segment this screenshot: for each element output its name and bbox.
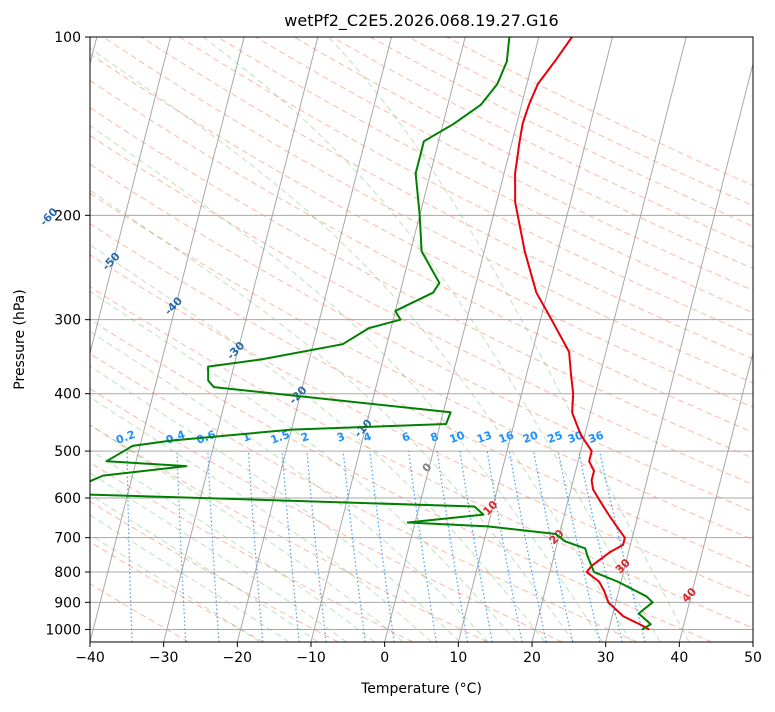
isotherm-gridline xyxy=(531,37,687,642)
x-tick-label: 0 xyxy=(380,650,389,666)
mixing-ratio-labels: 0.2 0.4 0.6 1 1.5 2 3 4 6 8 10 13 16 20 25 30 36 xyxy=(114,428,606,447)
chart-title: wetPf2_C2E5.2026.068.19.27.G16 xyxy=(284,11,558,31)
isotherm-gridline xyxy=(236,37,392,642)
temperature-line xyxy=(514,37,650,631)
dry-adiabat xyxy=(90,353,638,642)
mixing-ratio-label: 8 xyxy=(429,430,441,445)
y-tick-label: 1000 xyxy=(45,622,81,638)
y-axis-ticks: 100 200 300 400 500 600 700 800 900 1000 xyxy=(45,30,90,638)
mixing-ratio-label: 3 xyxy=(335,430,347,445)
dry-adiabat xyxy=(90,424,488,642)
x-tick-label: −40 xyxy=(75,650,105,666)
mixing-ratio-lines xyxy=(126,450,646,642)
dry-adiabat xyxy=(90,134,753,486)
dewpoint-line xyxy=(90,37,654,631)
mixing-ratio-line xyxy=(369,451,395,642)
dry-adiabat xyxy=(90,319,712,642)
mixing-ratio-line xyxy=(508,450,547,642)
dry-adiabat xyxy=(102,37,753,384)
y-tick-label: 800 xyxy=(54,565,81,581)
mixing-ratio-label: 0.2 xyxy=(114,428,137,447)
background-lines xyxy=(90,37,753,642)
dry-adiabat xyxy=(90,583,190,642)
mixing-ratio-label: 0.4 xyxy=(164,428,187,447)
moist-adiabat xyxy=(90,493,319,642)
mixing-ratio-line xyxy=(598,450,646,642)
mixing-ratio-line xyxy=(342,451,366,642)
moist-adiabat xyxy=(90,396,432,642)
x-tick-label: 20 xyxy=(523,650,541,666)
mixing-ratio-label: 6 xyxy=(400,430,412,445)
moist-adiabat xyxy=(90,365,461,642)
dry-adiabat xyxy=(90,254,753,599)
mixing-ratio-line xyxy=(532,450,574,642)
dry-adiabat xyxy=(90,286,753,629)
x-axis-label: Temperature (°C) xyxy=(360,681,482,697)
mixing-ratio-line xyxy=(408,451,438,642)
moist-adiabat xyxy=(90,189,575,642)
moist-adiabat xyxy=(90,472,347,642)
isotherm-gridline xyxy=(163,37,319,642)
x-axis-ticks: −40 −30 −20 −10 0 10 20 30 40 50 xyxy=(75,642,762,666)
mixing-ratio-label: 10 xyxy=(448,428,467,446)
mixing-ratio-label: 25 xyxy=(546,429,565,446)
isotherm-gridline xyxy=(605,61,753,642)
x-tick-label: −10 xyxy=(296,650,326,666)
mixing-ratio-label: 36 xyxy=(587,428,606,446)
x-tick-label: −20 xyxy=(223,650,253,666)
plot-area xyxy=(90,37,753,642)
isotherm-gridline xyxy=(310,37,466,642)
x-tick-label: 50 xyxy=(744,650,762,666)
mixing-ratio-label: 1.5 xyxy=(269,428,292,447)
dry-adiabat xyxy=(179,37,753,337)
y-tick-label: 300 xyxy=(54,313,81,329)
y-tick-label: 600 xyxy=(54,491,81,507)
y-tick-label: 400 xyxy=(54,387,81,403)
isotherm-gridline xyxy=(384,37,540,642)
isotherm-gridline xyxy=(90,37,245,642)
x-tick-label: 30 xyxy=(597,650,615,666)
moist-adiabat xyxy=(90,47,632,642)
moist-adiabat xyxy=(90,449,376,642)
mixing-ratio-line xyxy=(281,451,300,642)
x-tick-label: 10 xyxy=(449,650,467,666)
mixing-ratio-label: 16 xyxy=(497,428,516,446)
y-axis-label: Pressure (hPa) xyxy=(12,289,28,389)
isotherm-gridline xyxy=(678,350,753,642)
plot-frame xyxy=(89,36,754,643)
moist-adiabat xyxy=(90,125,603,642)
mixing-ratio-label: 1 xyxy=(241,430,253,445)
moist-adiabat xyxy=(90,290,517,642)
moist-adiabat xyxy=(90,330,489,642)
mixing-ratio-line xyxy=(306,451,327,642)
isotherm-gridline xyxy=(457,37,613,642)
y-tick-label: 500 xyxy=(54,444,81,460)
mixing-ratio-line xyxy=(578,450,623,642)
mixing-ratio-label: 4 xyxy=(362,430,374,445)
dry-adiabat xyxy=(90,163,753,513)
dry-adiabat xyxy=(217,37,753,314)
isotherm-gridline xyxy=(752,639,753,642)
series-lines xyxy=(90,37,654,631)
y-tick-label: 200 xyxy=(54,208,81,224)
dry-adiabat xyxy=(90,388,563,642)
moist-adiabat xyxy=(90,244,546,642)
x-tick-label: 40 xyxy=(670,650,688,666)
y-tick-label: 100 xyxy=(54,30,81,46)
mixing-ratio-label: 13 xyxy=(475,429,494,446)
mixing-ratio-line xyxy=(557,450,601,642)
mixing-ratio-line xyxy=(247,451,264,642)
moist-adiabat xyxy=(328,37,690,642)
dry-adiabat xyxy=(90,53,753,408)
isotherm-gridline xyxy=(90,37,171,355)
moist-adiabat xyxy=(202,37,661,642)
y-tick-label: 900 xyxy=(54,595,81,611)
mixing-ratio-label: 2 xyxy=(299,430,311,445)
y-tick-label: 700 xyxy=(54,531,81,547)
mixing-ratio-label: 20 xyxy=(521,428,540,446)
x-tick-label: −30 xyxy=(149,650,179,666)
